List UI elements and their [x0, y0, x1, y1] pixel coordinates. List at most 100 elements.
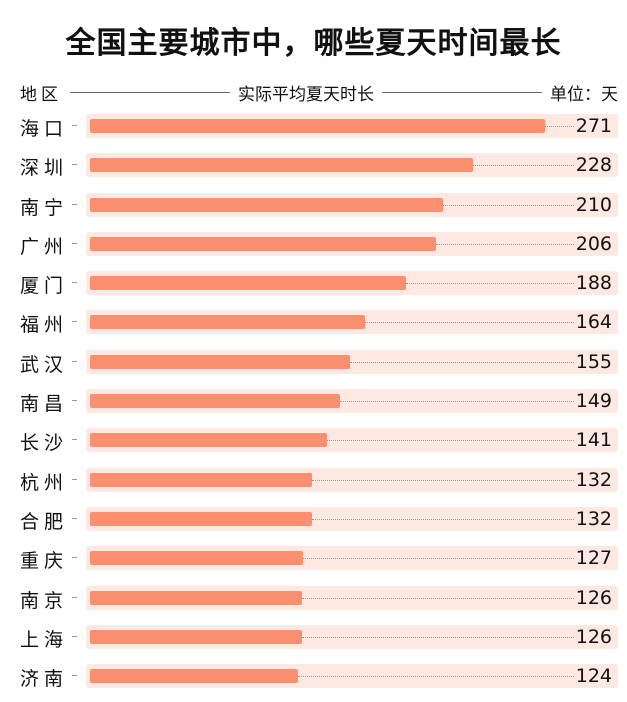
value-bar [90, 158, 473, 173]
city-label: 福州 [20, 314, 69, 337]
value-label: 124 [575, 665, 612, 688]
axis-tick [72, 242, 77, 244]
value-label: 141 [575, 429, 612, 452]
dotted-leader [302, 597, 574, 599]
value-bar [90, 197, 443, 212]
value-bar [90, 669, 298, 684]
bar-row: 海口 271 [0, 106, 627, 145]
bar-row: 深圳 228 [0, 145, 627, 184]
bar-track: 228 [86, 153, 618, 178]
value-label: 228 [575, 154, 612, 177]
axis-tick [72, 321, 77, 323]
value-label: 132 [575, 468, 612, 491]
bar-row: 武汉 155 [0, 342, 627, 381]
dotted-leader [545, 126, 574, 127]
bar-row: 广州 206 [0, 224, 627, 263]
bar-track: 141 [86, 428, 618, 453]
value-bar [90, 472, 312, 487]
bar-row: 福州 164 [0, 302, 627, 341]
bar-row: 杭州 132 [0, 460, 627, 499]
value-label: 149 [575, 390, 612, 413]
city-label: 重庆 [20, 550, 69, 573]
dotted-leader [406, 283, 574, 285]
axis-tick [72, 164, 77, 166]
dotted-leader [312, 479, 574, 481]
bar-track: 210 [86, 192, 618, 217]
dotted-leader [327, 440, 574, 442]
dotted-leader [473, 165, 574, 167]
bar-row: 厦门 188 [0, 263, 627, 302]
bar-track: 155 [86, 349, 618, 374]
value-bar [90, 236, 436, 251]
bar-row: 南京 126 [0, 578, 627, 617]
bar-track: 132 [86, 467, 618, 492]
dotted-leader [340, 401, 574, 403]
value-bar [90, 354, 350, 369]
city-label: 合肥 [20, 510, 69, 533]
bar-track: 124 [86, 664, 618, 689]
value-label: 132 [575, 507, 612, 530]
unit-label: 单位：天 [550, 84, 618, 105]
axis-tick [72, 439, 77, 441]
axis-tick [72, 125, 77, 126]
axis-tick [72, 675, 77, 677]
bar-row: 合肥 132 [0, 499, 627, 538]
bar-row: 南昌 149 [0, 381, 627, 420]
value-bar [90, 551, 303, 566]
value-bar [90, 276, 406, 291]
city-label: 济南 [20, 668, 69, 691]
axis-tick [72, 478, 77, 480]
city-label: 武汉 [20, 353, 69, 376]
axis-tick [72, 203, 77, 205]
header-divider [382, 91, 542, 93]
region-label: 地区 [20, 84, 62, 105]
value-bar [90, 394, 340, 409]
city-label: 厦门 [20, 275, 69, 298]
city-label: 南昌 [20, 393, 69, 416]
bar-row: 上海 126 [0, 617, 627, 656]
bar-track: 164 [86, 310, 618, 335]
bar-track: 271 [86, 114, 618, 138]
value-label: 155 [575, 350, 612, 373]
bar-track: 127 [86, 546, 618, 571]
city-label: 深圳 [20, 157, 69, 180]
city-label: 南宁 [20, 196, 69, 219]
city-label: 长沙 [20, 432, 69, 455]
value-label: 210 [575, 193, 612, 216]
value-bar [90, 590, 302, 605]
axis-tick [72, 517, 77, 519]
dotted-leader [302, 636, 574, 638]
bar-row: 南宁 210 [0, 185, 627, 224]
axis-tick [72, 400, 77, 402]
value-label: 126 [575, 586, 612, 609]
city-label: 南京 [20, 589, 69, 612]
dotted-leader [350, 361, 574, 363]
value-label: 126 [575, 625, 612, 648]
value-bar [90, 433, 327, 448]
bar-track: 126 [86, 624, 618, 649]
dotted-leader [443, 204, 574, 206]
axis-tick [72, 557, 77, 559]
axis-tick [72, 596, 77, 598]
value-label: 188 [575, 272, 612, 295]
dotted-leader [298, 676, 574, 678]
city-label: 上海 [20, 628, 69, 651]
value-bar [90, 119, 545, 133]
dotted-leader [365, 322, 574, 324]
column-header: 地区 实际平均夏天时长 单位：天 [20, 80, 618, 105]
dotted-leader [436, 243, 574, 245]
value-bar [90, 511, 312, 526]
value-label: 164 [575, 311, 612, 334]
bar-row: 长沙 141 [0, 420, 627, 459]
bar-list: 海口 271 深圳 228 南宁 210 广州 206 厦门 188 福州 164 武汉 155 南昌 149… [0, 106, 627, 695]
bar-track: 126 [86, 585, 618, 610]
bar-row: 重庆 127 [0, 538, 627, 577]
dotted-leader [312, 518, 574, 520]
header-divider [70, 91, 230, 93]
value-label: 206 [575, 232, 612, 255]
value-bar [90, 629, 302, 644]
bar-track: 149 [86, 389, 618, 414]
axis-tick [72, 360, 77, 362]
dotted-leader [303, 558, 574, 560]
value-bar [90, 315, 365, 330]
